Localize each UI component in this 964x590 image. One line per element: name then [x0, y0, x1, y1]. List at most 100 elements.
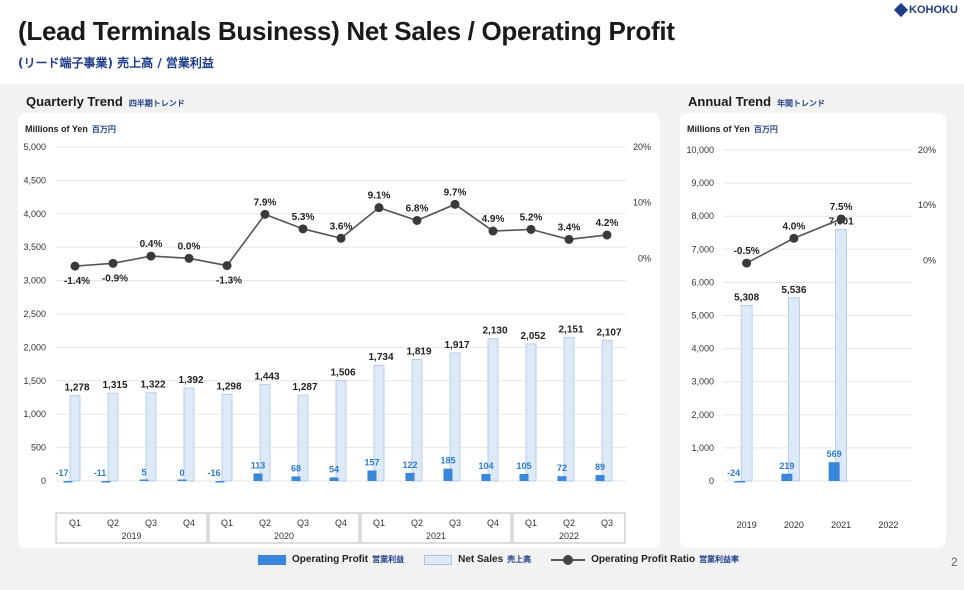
x-year-label: 2019: [121, 531, 141, 541]
net-sales-label: 1,298: [216, 381, 241, 392]
company-logo: KOHOKU: [893, 2, 958, 18]
y-tick-label: 5,000: [691, 311, 714, 321]
operating-profit-bar: [481, 474, 491, 481]
ratio-point: [184, 253, 194, 263]
annual-title-jp: 年間トレンド: [777, 99, 826, 108]
legend-operating-profit: Operating Profit: [292, 554, 369, 565]
operating-profit-bar: [139, 479, 149, 481]
operating-profit-bar: [101, 481, 111, 483]
operating-profit-label: 157: [364, 458, 379, 468]
header: (Lead Terminals Business) Net Sales / Op…: [0, 0, 964, 84]
operating-profit-bar: [595, 475, 605, 481]
ratio-point: [222, 261, 232, 271]
y-tick-label: 4,000: [23, 209, 46, 219]
net-sales-bar: [145, 392, 157, 482]
logo-mark-icon: [893, 2, 909, 18]
x-year-label: 2022: [559, 531, 579, 541]
x-tick-label: Q2: [411, 518, 423, 528]
quarterly-unit-label: Millions of Yen: [25, 124, 88, 134]
operating-profit-swatch: [258, 554, 286, 565]
y2-tick-label: 20%: [918, 145, 936, 155]
y-tick-label: 500: [31, 443, 46, 453]
annual-chart: 0 1,000 2,000 3,000 4,000 5,000 6,000 7,000 8,00…: [686, 145, 936, 530]
legend-item-net-sales: Net Sales 売上高: [424, 554, 531, 565]
annual-panel: Millions of Yen 百万円 0 1,000 2,000 3,000 4,000…: [680, 113, 946, 548]
ratio-label: 0.0%: [178, 241, 201, 252]
ratio-point: [450, 199, 460, 209]
ratio-label: 4.2%: [596, 218, 619, 229]
operating-profit-bar: [443, 468, 453, 481]
net-sales-bar: [411, 359, 423, 482]
net-sales-bar: [297, 394, 309, 482]
ratio-label: 0.4%: [140, 239, 163, 250]
net-sales-bar: [69, 395, 81, 482]
legend-item-ratio: Operating Profit Ratio 営業利益率: [551, 554, 739, 565]
net-sales-label: 1,278: [64, 383, 89, 394]
y-tick-label: 7,000: [691, 244, 714, 254]
quarterly-chart: 0 500 1,000 1,500 2,000 2,500 3,000 3,500 4,000 4…: [23, 142, 651, 544]
quarterly-panel: Millions of Yen 百万円 0 500 1,000 1,500 2,000 2,…: [18, 113, 660, 548]
y-tick-label: 0: [41, 476, 46, 486]
y-tick-label: 0: [709, 476, 714, 486]
operating-profit-label: -16: [207, 468, 220, 478]
ratio-point: [108, 258, 118, 268]
page-title: (Lead Terminals Business) Net Sales / Op…: [18, 16, 675, 46]
ratio-label: 3.6%: [330, 221, 353, 232]
x-tick-label: 2022: [878, 520, 898, 530]
ratio-label: 4.9%: [482, 214, 505, 225]
operating-profit-label: 569: [827, 449, 842, 459]
operating-profit-bar: [734, 481, 746, 483]
operating-profit-label: 0: [179, 468, 184, 478]
ratio-label: 3.4%: [558, 222, 581, 233]
y-tick-label: 9,000: [691, 178, 714, 188]
net-sales-label: 1,315: [102, 380, 127, 391]
y-tick-label: 5,000: [23, 142, 46, 152]
ratio-point: [412, 215, 422, 225]
ratio-label: -0.9%: [102, 273, 128, 284]
ratio-point: [146, 251, 156, 261]
net-sales-bar: [525, 343, 537, 482]
x-tick-label: Q2: [259, 518, 271, 528]
y-tick-label: 4,000: [691, 344, 714, 354]
ratio-point: [602, 230, 612, 240]
legend-net-sales: Net Sales: [458, 554, 504, 565]
x-tick-label: 2021: [831, 520, 851, 530]
operating-profit-label: 5: [141, 468, 146, 478]
legend-net-sales-jp: 売上高: [507, 555, 532, 564]
legend-operating-profit-jp: 営業利益: [372, 555, 405, 564]
net-sales-label: 1,819: [406, 346, 431, 357]
y2-tick-label: 0%: [638, 253, 651, 263]
ratio-point: [789, 233, 799, 243]
y-tick-label: 6,000: [691, 277, 714, 287]
operating-profit-bar: [367, 470, 377, 481]
quarterly-unit: Millions of Yen 百万円: [25, 124, 116, 135]
operating-profit-label: -24: [727, 468, 740, 478]
net-sales-bar: [221, 393, 233, 482]
ratio-point: [70, 261, 80, 271]
x-tick-label: Q4: [335, 518, 347, 528]
x-tick-label: Q3: [601, 518, 613, 528]
operating-profit-bar: [215, 481, 225, 483]
quarterly-title: Quarterly Trend: [26, 94, 123, 109]
year-group-box: [208, 512, 360, 544]
net-sales-bar: [563, 336, 575, 482]
page-number: 2: [951, 555, 958, 569]
ratio-point: [742, 258, 752, 268]
operating-profit-label: 185: [440, 456, 455, 466]
net-sales-bar: [740, 304, 753, 482]
operating-profit-label: 122: [402, 460, 417, 470]
annual-title: Annual Trend: [688, 94, 772, 109]
net-sales-label: 1,443: [254, 372, 279, 383]
net-sales-bar: [183, 387, 195, 482]
year-group-box: [360, 512, 512, 544]
x-tick-label: Q3: [145, 518, 157, 528]
x-tick-label: 2020: [784, 520, 804, 530]
quarterly-section-title: Quarterly Trend 四半期トレンド: [26, 94, 185, 109]
annual-unit-jp: 百万円: [753, 125, 778, 134]
ratio-label: 7.9%: [254, 197, 277, 208]
x-tick-label: Q1: [373, 518, 385, 528]
net-sales-swatch: [424, 554, 453, 565]
operating-profit-bar: [253, 473, 263, 481]
ratio-label: 7.5%: [830, 202, 853, 213]
ratio-label: 4.0%: [782, 221, 805, 232]
